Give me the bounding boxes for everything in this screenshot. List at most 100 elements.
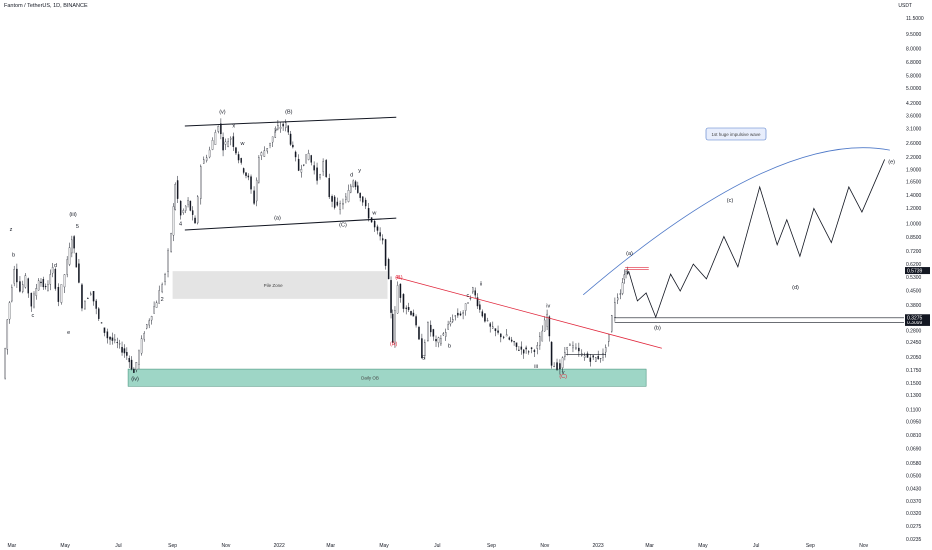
candle-body	[214, 132, 217, 145]
candle-body	[412, 312, 415, 317]
candle-body	[444, 332, 447, 337]
wave-label: d	[350, 173, 353, 179]
candle-body	[553, 366, 555, 368]
y-tick-label: 8.0000	[906, 47, 922, 53]
candle-body	[220, 123, 222, 135]
candle-body	[405, 307, 407, 310]
y-tick-label: 0.0320	[906, 511, 922, 517]
candle-body	[627, 271, 629, 274]
candle-body	[49, 274, 52, 285]
candle-body	[287, 125, 289, 133]
wave-label: (B)	[395, 275, 403, 281]
x-tick-label: Jul	[753, 543, 759, 549]
trend-line-red	[396, 276, 662, 349]
overlays: 1st huge impulsive wave	[184, 116, 904, 355]
candle-body	[282, 123, 284, 127]
candle-body	[4, 348, 6, 379]
candle-body	[240, 158, 242, 163]
chart-title: Fantom / TetherUS, 1D, BINANCE	[4, 3, 88, 9]
candle-body	[187, 199, 189, 205]
candle-body	[575, 347, 577, 349]
candle-body	[285, 122, 287, 128]
candle-body	[258, 157, 260, 183]
candle-body	[27, 278, 29, 294]
candle-body	[381, 238, 384, 241]
candle-body	[307, 153, 310, 160]
candle-body	[457, 312, 459, 316]
candle-body	[569, 343, 571, 346]
candle-body	[174, 184, 176, 210]
candle-body	[189, 200, 192, 211]
y-tick-label: 0.4500	[906, 289, 922, 295]
candle-body	[78, 263, 80, 283]
candle-body	[561, 357, 564, 369]
impulse-arc	[582, 147, 890, 296]
candle-body	[518, 349, 520, 351]
x-tick-label: Sep	[487, 543, 496, 549]
wave-label: y	[358, 168, 361, 174]
candle-body	[586, 353, 589, 358]
candle-body	[222, 137, 224, 151]
wave-label: (b)	[654, 325, 661, 331]
candle-body	[390, 280, 392, 313]
candle-body	[22, 284, 24, 292]
x-axis: Mar May Jul Sep Nov 2022 Mar May Jul Sep Nov 2023 Ma…	[8, 543, 869, 549]
candle-body	[146, 324, 148, 329]
projection-wave-path	[628, 159, 886, 319]
candle-body	[303, 164, 305, 166]
wave-label: (A)	[390, 342, 398, 348]
wave-label: (iii)	[69, 212, 76, 218]
candle-body	[200, 166, 202, 199]
candle-body	[161, 284, 163, 292]
candle-body	[30, 292, 33, 307]
candle-body	[242, 168, 245, 173]
y-tick-label: 0.0500	[906, 474, 922, 480]
candle-body	[205, 157, 208, 161]
candle-body	[520, 346, 523, 350]
y-tick-label: 6.8000	[906, 60, 922, 66]
candle-body	[479, 304, 481, 310]
y-tick-label: 2.6000	[906, 141, 922, 147]
pile-zone-label: Pile Zone	[264, 283, 284, 288]
candle-body	[51, 267, 54, 274]
candle-body	[556, 362, 558, 370]
candle-body	[427, 322, 429, 341]
candle-body	[194, 217, 196, 224]
wave-label: z	[10, 227, 13, 233]
candle-body	[143, 332, 145, 340]
candle-body	[469, 298, 472, 299]
candle-body	[339, 203, 341, 210]
wave-label: (a)	[274, 216, 281, 222]
candle-body	[316, 167, 318, 181]
candle-body	[510, 339, 513, 342]
candle-body	[33, 293, 35, 308]
channel-upper-line	[184, 116, 397, 127]
x-tick-label: Nov	[859, 543, 868, 549]
x-tick-label: May	[698, 543, 708, 549]
candle-body	[68, 247, 71, 265]
candle-body	[42, 279, 45, 288]
x-tick-label: Jul	[434, 543, 440, 549]
candle-body	[384, 239, 387, 266]
candle-body	[170, 233, 172, 252]
wave-label: w	[371, 210, 376, 216]
candle-body	[435, 339, 437, 342]
candle-body	[133, 368, 135, 373]
candle-body	[40, 281, 42, 284]
candle-body	[387, 259, 390, 280]
candle-body	[54, 269, 57, 289]
candle-body	[260, 152, 263, 156]
candle-body	[292, 144, 294, 148]
candle-body	[121, 346, 123, 353]
candle-body	[66, 259, 68, 275]
candle-body	[81, 284, 83, 309]
candle-body	[155, 302, 158, 308]
candle-body	[572, 345, 574, 349]
candle-body	[484, 313, 486, 322]
candle-body	[608, 334, 610, 342]
candle-body	[467, 302, 469, 304]
candle-body	[266, 148, 269, 152]
candle-body	[550, 341, 553, 366]
y-tick-label: 1.0000	[906, 222, 922, 228]
